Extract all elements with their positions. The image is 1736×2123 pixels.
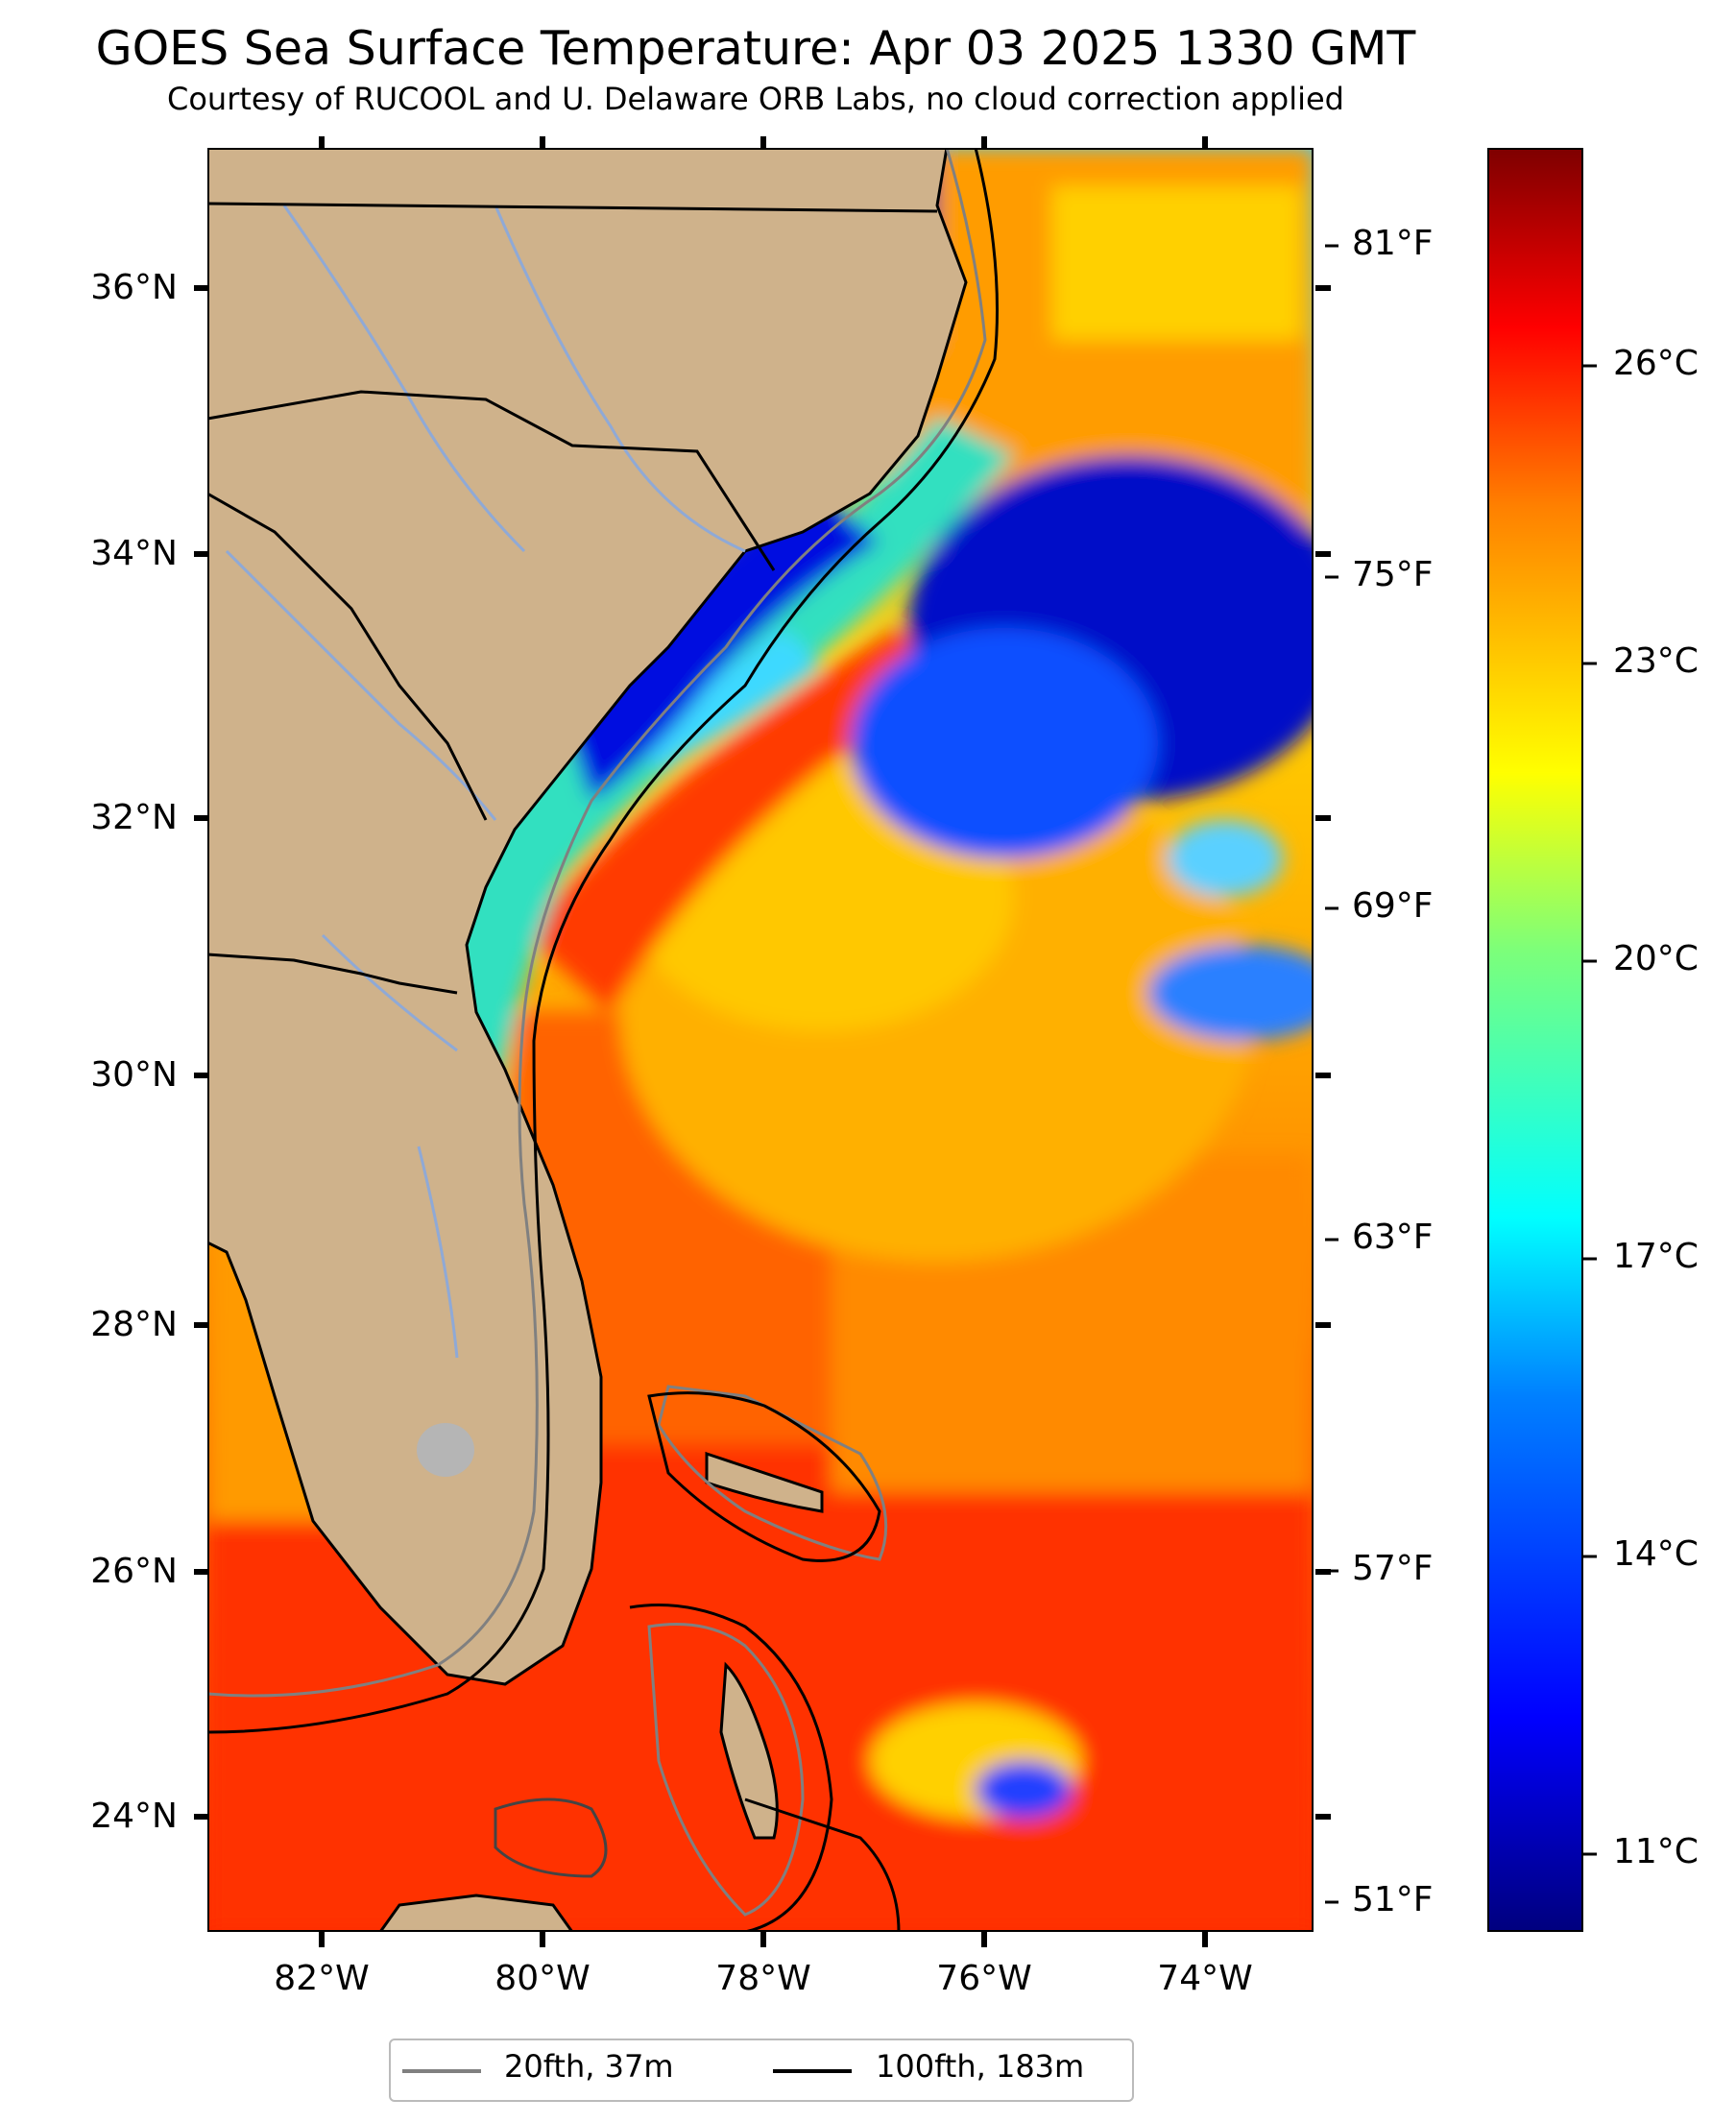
isobath-20fth — [207, 148, 987, 1698]
isobath-cay-sal — [494, 1797, 608, 1878]
isobath-20fth-great-bahama — [647, 1623, 805, 1917]
sst-map-svg — [207, 148, 1314, 1932]
land-andros — [719, 1661, 779, 1840]
legend: 20fth, 37m 100fth, 183m — [389, 2039, 1134, 2102]
colorbar-ticks — [1583, 364, 1597, 1856]
degf-tick-57: 57°F — [1352, 1549, 1434, 1588]
lon-tick-74: 74°W — [1157, 1959, 1253, 1998]
fahrenheit-axis-ticks — [1325, 244, 1338, 1904]
lat-tick-24: 24°N — [90, 1797, 178, 1836]
lat-tick-28: 28°N — [90, 1305, 178, 1344]
legend-label-20fth: 20fth, 37m — [504, 2048, 674, 2085]
degf-tick-81: 81°F — [1352, 224, 1434, 263]
lon-tick-78: 78°W — [715, 1959, 811, 1998]
colorbar-tick-11c: 11°C — [1613, 1832, 1699, 1871]
land-cuba — [378, 1894, 574, 1932]
isobath-20fth-little-bahama — [657, 1385, 888, 1561]
lat-tick-32: 32°N — [90, 798, 178, 837]
lon-tick-80: 80°W — [494, 1959, 591, 1998]
sst-patches — [207, 148, 1314, 1932]
colorbar-tick-23c: 23°C — [1613, 641, 1699, 681]
legend-swatch-20fth — [402, 2069, 481, 2073]
state-boundaries — [207, 202, 938, 995]
rivers — [225, 205, 746, 1359]
isobath-100fth-exuma — [744, 1797, 901, 1932]
isobath-100fth-great-bahama — [629, 1604, 833, 1932]
legend-label-100fth: 100fth, 183m — [876, 2048, 1085, 2085]
legend-swatch-100fth — [773, 2069, 852, 2073]
lon-tick-76: 76°W — [936, 1959, 1032, 1998]
map-ticks — [194, 136, 1331, 1947]
colorbar-tick-17c: 17°C — [1613, 1237, 1699, 1276]
lon-tick-82: 82°W — [274, 1959, 370, 1998]
colorbar — [1487, 148, 1583, 1932]
lat-tick-30: 30°N — [90, 1055, 178, 1095]
lat-tick-34: 34°N — [90, 534, 178, 573]
chart-subtitle: Courtesy of RUCOOL and U. Delaware ORB L… — [167, 81, 1344, 117]
lake-okeechobee — [417, 1423, 474, 1477]
land-us — [207, 148, 968, 1686]
lat-tick-36: 36°N — [90, 268, 178, 307]
sst-map — [207, 148, 1314, 1932]
colorbar-tick-20c: 20°C — [1613, 939, 1699, 978]
isobath-100fth-little-bahama — [647, 1391, 881, 1562]
isobath-100fth — [207, 148, 999, 1734]
colorbar-tick-14c: 14°C — [1613, 1534, 1699, 1574]
degf-tick-69: 69°F — [1352, 886, 1434, 926]
degf-tick-63: 63°F — [1352, 1218, 1434, 1257]
colorbar-tick-26c: 26°C — [1613, 344, 1699, 383]
lat-tick-26: 26°N — [90, 1552, 178, 1591]
land-grand-bahama — [705, 1451, 824, 1513]
chart-title: GOES Sea Surface Temperature: Apr 03 202… — [95, 21, 1416, 76]
degf-tick-51: 51°F — [1352, 1880, 1434, 1919]
degf-tick-75: 75°F — [1352, 555, 1434, 594]
